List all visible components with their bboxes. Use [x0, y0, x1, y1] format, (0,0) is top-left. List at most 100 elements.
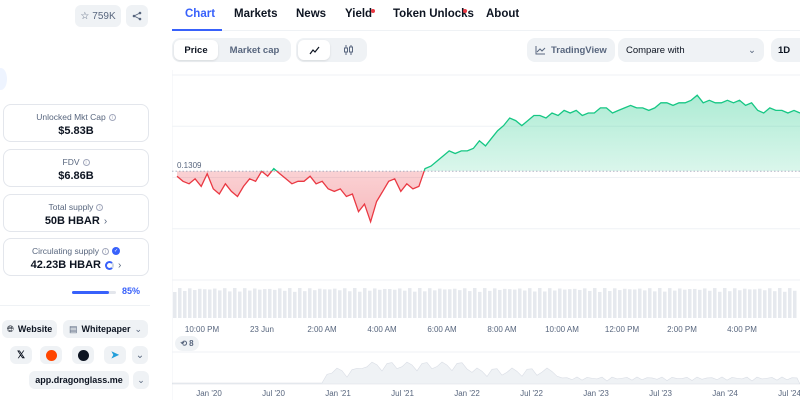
- tab-yield[interactable]: Yield: [345, 8, 373, 20]
- line-chart-button[interactable]: [298, 40, 330, 60]
- volume-bar: [403, 290, 407, 318]
- price-chart[interactable]: 0.1309 10:00 PM 23 Jun 2:00 AM 4:00 AM 6:00 A…: [171, 70, 800, 400]
- share-icon: [132, 11, 142, 21]
- volume-bar: [413, 291, 417, 318]
- tab-chart[interactable]: Chart: [185, 8, 216, 20]
- volume-bar: [673, 290, 677, 318]
- reddit-icon[interactable]: [40, 346, 62, 364]
- volume-bar: [368, 290, 372, 318]
- volume-bar: [523, 290, 527, 318]
- volume-bar: [298, 288, 302, 318]
- volume-bar: [333, 288, 337, 318]
- chevron-down-icon: ⌄: [748, 44, 756, 56]
- info-icon[interactable]: i: [82, 158, 90, 166]
- token-unlocks-notification-dot: [463, 9, 467, 13]
- volume-bar: [288, 288, 292, 318]
- tradingview-icon: [535, 45, 546, 54]
- chevron-down-icon[interactable]: ⌄: [133, 371, 149, 389]
- circulating-percent: 85%: [122, 286, 141, 296]
- candlestick-button[interactable]: [332, 40, 364, 60]
- volume-bar: [573, 288, 577, 318]
- stat-label: FDV: [62, 157, 80, 167]
- stat-total-supply[interactable]: Total supply i 50B HBAR ›: [3, 194, 149, 232]
- navigator-tick-label: Jan '20: [196, 389, 222, 398]
- stat-fdv: FDV i $6.86B: [3, 149, 149, 187]
- price-mode-toggle: Price Market cap: [172, 38, 291, 62]
- volume-bar: [263, 289, 267, 318]
- globe-icon: 🌐︎: [6, 323, 14, 334]
- navigator-tick-label: Jul '22: [520, 389, 543, 398]
- watchlist-button[interactable]: ☆ 759K: [75, 5, 121, 27]
- volume-bar: [668, 288, 672, 318]
- navigator-tick-label: Jul '21: [391, 389, 414, 398]
- share-button[interactable]: [126, 5, 148, 27]
- tab-about[interactable]: About: [486, 8, 520, 20]
- price-chart-svg[interactable]: 0.1309 10:00 PM 23 Jun 2:00 AM 4:00 AM 6:00 A…: [171, 70, 800, 400]
- tradingview-button[interactable]: TradingView: [527, 38, 615, 62]
- coin-sidebar: ☆ 759K Unlocked Mkt Cap i $5.83B FDV i $6.…: [0, 0, 160, 400]
- tab-token-unlocks[interactable]: Token Unlocks: [393, 8, 474, 20]
- volume-bar: [733, 288, 737, 318]
- volume-bar: [388, 289, 392, 318]
- supply-ring-icon: [104, 260, 114, 270]
- volume-bar: [458, 290, 462, 318]
- volume-bar: [478, 291, 482, 318]
- stat-circulating-supply[interactable]: Circulating supply i ✓ 42.23B HBAR ›: [3, 238, 149, 276]
- explorer-link[interactable]: app.dragonglass.me: [29, 371, 129, 389]
- volume-bar: [513, 289, 517, 318]
- price-button[interactable]: Price: [174, 40, 218, 60]
- volume-bar: [363, 288, 367, 318]
- whitepaper-button[interactable]: ▤ Whitepaper ⌄: [63, 320, 148, 338]
- volume-bar: [768, 288, 772, 318]
- tradingview-label: TradingView: [551, 44, 607, 56]
- x-axis-tick-label: 23 Jun: [250, 325, 274, 334]
- volume-bar: [508, 289, 512, 318]
- volume-bar: [543, 291, 547, 318]
- volume-bar: [703, 288, 707, 318]
- x-icon[interactable]: 𝕏: [10, 346, 32, 364]
- telegram-icon[interactable]: ➤: [104, 346, 126, 364]
- volume-bar: [198, 288, 202, 318]
- volume-bar: [738, 290, 742, 318]
- volume-bar: [258, 289, 262, 318]
- volume-bar: [723, 288, 727, 318]
- volume-bar: [348, 291, 352, 318]
- chart-type-toggle: [296, 38, 367, 62]
- volume-bar: [353, 288, 357, 318]
- history-icon: ⟲: [180, 339, 188, 348]
- volume-bar: [398, 288, 402, 318]
- volume-bar: [383, 288, 387, 318]
- volume-bar: [618, 290, 622, 318]
- market-cap-button[interactable]: Market cap: [229, 44, 280, 56]
- volume-bar: [683, 289, 687, 318]
- chevron-down-icon[interactable]: ⌄: [132, 346, 148, 364]
- compare-with-dropdown[interactable]: Compare with ⌄: [618, 38, 764, 62]
- volume-bar: [633, 289, 637, 318]
- volume-bar: [638, 288, 642, 318]
- interval-1d-button[interactable]: 1D: [771, 38, 800, 62]
- volume-bar: [253, 288, 257, 318]
- reference-price-label: 0.1309: [177, 161, 202, 170]
- tab-markets[interactable]: Markets: [234, 8, 278, 20]
- volume-bar: [293, 291, 297, 318]
- info-icon[interactable]: i: [108, 113, 116, 121]
- volume-bar: [223, 288, 227, 318]
- volume-bar: [648, 288, 652, 318]
- section-tabs: Chart Markets News Yield Token Unlocks A…: [172, 0, 800, 31]
- volume-bar: [228, 291, 232, 318]
- volume-bar: [698, 289, 702, 318]
- volume-bar: [408, 288, 412, 318]
- volume-bar: [433, 290, 437, 318]
- chevron-down-icon: ⌄: [134, 323, 143, 334]
- price-area-up: [271, 95, 800, 172]
- compare-label: Compare with: [626, 44, 685, 56]
- events-badge[interactable]: ⟲ 8: [175, 336, 199, 351]
- info-icon[interactable]: i: [96, 203, 104, 211]
- volume-bar: [718, 291, 722, 318]
- info-icon[interactable]: i: [102, 247, 110, 255]
- website-button[interactable]: 🌐︎ Website: [2, 320, 57, 338]
- navigator-tick-label: Jan '24: [712, 389, 738, 398]
- tab-news[interactable]: News: [296, 8, 327, 20]
- verified-icon: ✓: [112, 247, 121, 255]
- github-icon[interactable]: [72, 346, 94, 364]
